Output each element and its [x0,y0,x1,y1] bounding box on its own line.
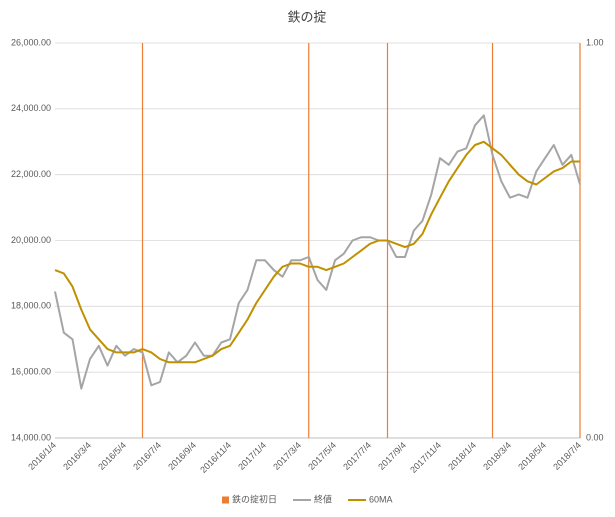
chart-title: 鉄の掟 [287,9,326,24]
x-tick-label: 2018/3/4 [481,440,513,472]
bar [491,43,494,438]
legend-swatch [222,496,229,504]
x-tick-label: 2018/7/4 [551,440,583,472]
bar [141,43,144,438]
x-tick-label: 2017/9/4 [376,440,408,472]
bar [308,43,310,438]
x-tick-label: 2017/3/4 [271,440,303,472]
y2-tick-label: 0.00 [586,432,604,442]
x-tick-label: 2018/5/4 [516,440,548,472]
y-tick-label: 22,000.00 [11,169,51,179]
x-tick-label: 2016/1/4 [26,440,58,472]
x-tick-label: 2016/9/4 [166,440,198,472]
y-tick-label: 16,000.00 [11,367,51,377]
y-tick-label: 24,000.00 [11,103,51,113]
line [54,114,581,390]
bar [579,43,581,438]
y-tick-label: 26,000.00 [11,37,51,47]
y-tick-label: 20,000.00 [11,235,51,245]
x-tick-label: 2016/3/4 [61,440,93,472]
legend-label: 60MA [369,494,393,504]
legend-label: 鉄の掟初日 [232,493,277,504]
x-tick-label: 2016/11/4 [198,440,233,475]
y-tick-label: 18,000.00 [11,301,51,311]
x-tick-label: 2016/5/4 [96,440,128,472]
y2-tick-label: 1.00 [586,37,604,47]
y-tick-label: 14,000.00 [11,432,51,442]
x-tick-label: 2017/1/4 [236,440,268,472]
x-tick-label: 2017/11/4 [408,440,443,475]
line [54,140,580,364]
legend-label: 終値 [314,493,332,504]
x-tick-label: 2018/1/4 [446,440,478,472]
x-tick-label: 2017/5/4 [306,440,338,472]
x-tick-label: 2017/7/4 [341,440,373,472]
x-tick-label: 2016/7/4 [131,440,163,472]
